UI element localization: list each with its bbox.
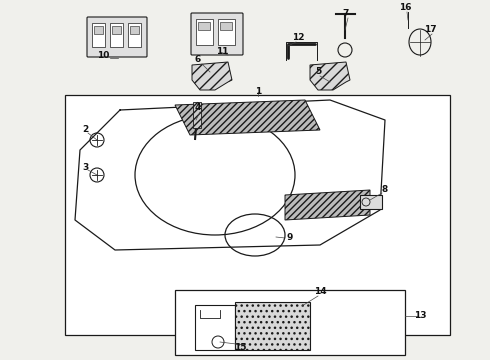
Text: 9: 9 (287, 233, 293, 242)
Bar (128, 23, 141, 47)
Bar (196, 19, 213, 45)
Bar (92, 23, 105, 47)
Bar (235, 302, 310, 350)
Text: 14: 14 (314, 288, 326, 297)
Bar (198, 22, 210, 30)
Bar (360, 195, 382, 209)
Text: 17: 17 (424, 26, 436, 35)
Bar (193, 102, 201, 128)
Text: 8: 8 (382, 185, 388, 194)
Bar (220, 22, 232, 30)
Polygon shape (192, 62, 232, 90)
Text: 3: 3 (82, 163, 88, 172)
Polygon shape (310, 62, 350, 90)
Text: 2: 2 (82, 126, 88, 135)
FancyBboxPatch shape (191, 13, 243, 55)
Bar (175, 290, 405, 355)
Bar (130, 26, 139, 34)
Bar (218, 19, 235, 45)
Bar (112, 26, 121, 34)
Text: 16: 16 (399, 4, 411, 13)
Bar (110, 23, 123, 47)
Text: 4: 4 (195, 104, 201, 112)
Polygon shape (175, 100, 320, 135)
Polygon shape (285, 190, 370, 220)
Text: 5: 5 (315, 68, 321, 77)
Text: 10: 10 (97, 51, 109, 60)
Text: 1: 1 (255, 87, 261, 96)
Text: 15: 15 (234, 343, 246, 352)
Text: 12: 12 (292, 33, 304, 42)
Text: 6: 6 (195, 55, 201, 64)
Bar (94, 26, 103, 34)
FancyBboxPatch shape (87, 17, 147, 57)
Text: 7: 7 (343, 9, 349, 18)
Bar (195, 305, 235, 350)
Text: 11: 11 (216, 48, 228, 57)
Text: 13: 13 (414, 310, 426, 320)
Bar (65, 95, 450, 335)
